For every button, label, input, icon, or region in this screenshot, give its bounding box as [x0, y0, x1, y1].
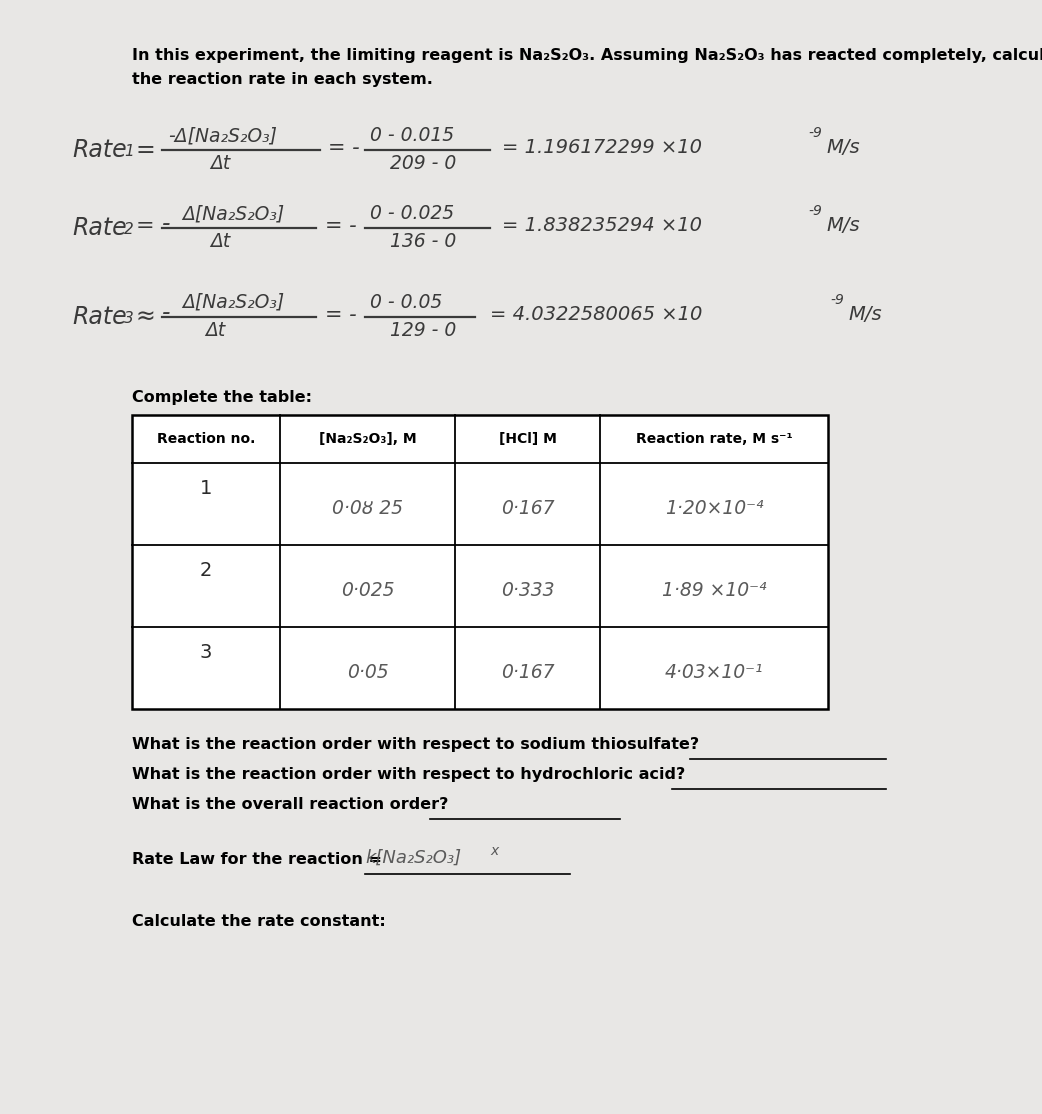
Text: 0·167: 0·167: [501, 499, 554, 518]
Text: In this experiment, the limiting reagent is Na₂S₂O₃. Assuming Na₂S₂O₃ has reacte: In this experiment, the limiting reagent…: [132, 48, 1042, 63]
Text: M/s: M/s: [826, 138, 860, 157]
Text: Δ[Na₂S₂O₃]: Δ[Na₂S₂O₃]: [182, 293, 284, 312]
Text: the reaction rate in each system.: the reaction rate in each system.: [132, 72, 432, 87]
Text: Δt: Δt: [210, 232, 230, 251]
Text: 0 - 0.05: 0 - 0.05: [370, 293, 442, 312]
Text: 0·333: 0·333: [501, 582, 554, 600]
Text: x: x: [490, 844, 498, 858]
Text: M/s: M/s: [848, 305, 882, 324]
Text: -: -: [162, 301, 171, 325]
Text: [Na₂S₂O₃], M: [Na₂S₂O₃], M: [319, 432, 417, 446]
Text: = 4.0322580065 ×10: = 4.0322580065 ×10: [490, 305, 702, 324]
Text: 1·20×10⁻⁴: 1·20×10⁻⁴: [665, 499, 763, 518]
Text: 0·0ȣ 25: 0·0ȣ 25: [332, 499, 403, 518]
Text: Calculate the rate constant:: Calculate the rate constant:: [132, 913, 386, 929]
Text: Complete the table:: Complete the table:: [132, 390, 312, 405]
Text: M/s: M/s: [826, 216, 860, 235]
Text: -9: -9: [808, 204, 822, 218]
Text: -9: -9: [808, 126, 822, 140]
Text: Rate Law for the reaction =: Rate Law for the reaction =: [132, 852, 382, 867]
Text: k[Na₂S₂O₃]: k[Na₂S₂O₃]: [365, 849, 462, 867]
Text: Reaction rate, M s⁻¹: Reaction rate, M s⁻¹: [636, 432, 792, 446]
Text: Rate: Rate: [72, 216, 127, 240]
Text: 0·167: 0·167: [501, 664, 554, 683]
Text: =: =: [137, 138, 155, 162]
Text: 0 - 0.025: 0 - 0.025: [370, 204, 454, 223]
Text: What is the reaction order with respect to hydrochloric acid?: What is the reaction order with respect …: [132, 768, 686, 782]
Text: Δt: Δt: [205, 321, 225, 340]
Text: Rate: Rate: [72, 305, 127, 329]
Text: 129 - 0: 129 - 0: [390, 321, 456, 340]
Text: =: =: [137, 216, 154, 236]
Text: What is the overall reaction order?: What is the overall reaction order?: [132, 797, 448, 812]
Text: 2: 2: [200, 561, 213, 580]
Text: Rate: Rate: [72, 138, 127, 162]
Text: = -: = -: [328, 138, 359, 158]
Text: 1: 1: [200, 479, 213, 498]
Text: ≈: ≈: [137, 305, 155, 329]
Text: Δt: Δt: [210, 154, 230, 173]
Bar: [132, 416, 828, 709]
Text: 0·025: 0·025: [341, 582, 394, 600]
Text: 4·03×10⁻¹: 4·03×10⁻¹: [665, 664, 763, 683]
Text: 0 - 0.015: 0 - 0.015: [370, 126, 454, 145]
Text: = 1.838235294 ×10: = 1.838235294 ×10: [502, 216, 702, 235]
Text: What is the reaction order with respect to sodium thiosulfate?: What is the reaction order with respect …: [132, 737, 699, 752]
Text: = 1.196172299 ×10: = 1.196172299 ×10: [502, 138, 702, 157]
Text: 1: 1: [124, 144, 133, 159]
Text: 136 - 0: 136 - 0: [390, 232, 456, 251]
Text: 0·05: 0·05: [347, 664, 389, 683]
Text: 2: 2: [124, 222, 133, 237]
Text: -: -: [162, 212, 171, 236]
Text: Δ[Na₂S₂O₃]: Δ[Na₂S₂O₃]: [182, 204, 284, 223]
Text: = -: = -: [325, 305, 356, 325]
Text: Reaction no.: Reaction no.: [156, 432, 255, 446]
Text: 209 - 0: 209 - 0: [390, 154, 456, 173]
Text: 3: 3: [124, 311, 133, 326]
Text: = -: = -: [325, 216, 356, 236]
Text: 3: 3: [200, 643, 213, 662]
Text: -Δ[Na₂S₂O₃]: -Δ[Na₂S₂O₃]: [168, 126, 277, 145]
Text: -9: -9: [830, 293, 844, 307]
Text: 1·89 ×10⁻⁴: 1·89 ×10⁻⁴: [662, 582, 766, 600]
Text: [HCl] M: [HCl] M: [498, 432, 556, 446]
